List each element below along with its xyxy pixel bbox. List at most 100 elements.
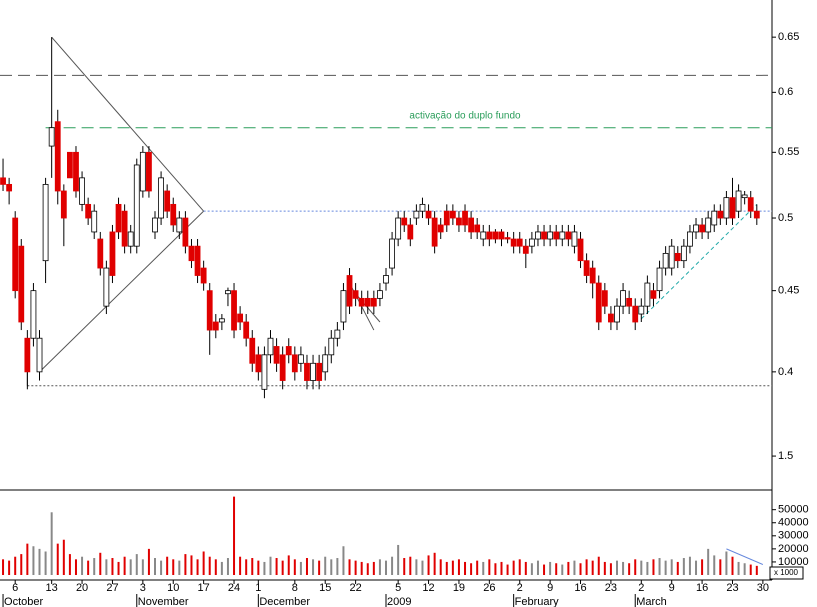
x-tick-label: 2 — [517, 582, 523, 594]
annotation-line — [640, 204, 758, 320]
candle-body — [693, 224, 699, 233]
candle-body — [717, 210, 724, 219]
candle-body — [79, 177, 85, 205]
candle-body — [6, 183, 13, 192]
x-tick-label: 26 — [483, 582, 495, 594]
candle-body — [601, 290, 608, 307]
candle-body — [650, 290, 657, 299]
month-label: March — [636, 596, 667, 607]
x-tick-label: 22 — [349, 582, 361, 594]
y-tick-label: 0.5 — [778, 212, 793, 224]
x-tick-label: 9 — [669, 582, 675, 594]
candle-body — [711, 210, 718, 226]
x-tick-label: 2 — [638, 582, 644, 594]
x-tick-label: 3 — [140, 582, 146, 594]
month-label: December — [259, 596, 310, 607]
candle-body — [42, 183, 49, 262]
candle-body — [528, 238, 535, 247]
candle-body — [115, 203, 122, 233]
candle-body — [747, 197, 754, 212]
candle-body — [589, 267, 596, 284]
x-tick-label: 9 — [547, 582, 553, 594]
candle-body — [85, 203, 92, 219]
candle-body — [468, 217, 475, 233]
candle-body — [547, 231, 554, 240]
annotation-line — [39, 210, 204, 373]
candle-body — [638, 305, 645, 315]
candle-body — [474, 224, 481, 233]
candle-body — [687, 231, 693, 247]
candle-body — [243, 321, 250, 339]
unit-box — [769, 566, 804, 580]
candle-body — [608, 313, 614, 323]
candle-body — [358, 297, 365, 307]
candle-body — [541, 231, 547, 240]
candle-body — [237, 313, 244, 323]
candle-body — [200, 267, 207, 284]
x-tick-label: 5 — [395, 582, 401, 594]
candle-body — [425, 210, 432, 219]
candle-body — [662, 252, 669, 269]
candle-body — [462, 210, 468, 226]
candle-body — [225, 290, 231, 295]
candle-body — [24, 337, 31, 373]
candle-body — [620, 290, 626, 307]
x-tick-label: 1 — [255, 582, 261, 594]
x-tick-label: 27 — [106, 582, 118, 594]
candle-body — [310, 362, 316, 381]
candle-body — [571, 231, 578, 247]
candle-body — [668, 245, 675, 269]
candle-body — [328, 337, 335, 356]
candle-body — [91, 210, 98, 233]
y-tick-label: 1.5 — [778, 450, 793, 462]
candle-body — [516, 238, 523, 247]
candle-body — [249, 337, 256, 364]
candle-body — [97, 238, 104, 269]
candle-body — [583, 260, 590, 276]
candle-body — [334, 329, 341, 339]
candle-body — [18, 245, 25, 323]
candle-body — [170, 203, 177, 226]
candle-body — [48, 127, 55, 147]
candle-body — [73, 151, 79, 192]
x-tick-label: 19 — [453, 582, 465, 594]
candle-body — [121, 210, 128, 247]
candle-body — [164, 190, 171, 212]
candle-body — [60, 190, 67, 219]
candle-body — [656, 267, 663, 292]
candle-body — [291, 354, 298, 373]
candle-body — [36, 337, 43, 373]
volume-y-tick-label: 40000 — [778, 517, 809, 529]
candle-body — [595, 282, 602, 323]
candle-body — [212, 321, 219, 331]
candle-body — [267, 337, 274, 356]
candle-body — [255, 354, 262, 373]
candle-body — [152, 217, 158, 233]
candle-body — [261, 354, 268, 390]
candle-body — [431, 217, 438, 247]
x-tick-label: 24 — [228, 582, 240, 594]
x-tick-label: 8 — [292, 582, 298, 594]
candle-body — [753, 210, 760, 219]
candle-body — [413, 210, 420, 219]
candle-body — [340, 290, 347, 323]
candle-body — [127, 231, 134, 247]
candle-body — [370, 297, 377, 307]
x-tick-label: 30 — [757, 582, 769, 594]
month-label: November — [138, 596, 189, 607]
candle-body — [218, 318, 225, 323]
candle-body — [407, 224, 414, 240]
candle-body — [674, 252, 681, 262]
candle-body — [133, 164, 140, 247]
y-tick-label: 0.45 — [778, 285, 799, 297]
candle-body — [443, 210, 450, 226]
candle-body — [352, 290, 359, 299]
candle-body — [0, 177, 6, 185]
candle-body — [680, 245, 687, 262]
annotation-line — [726, 548, 764, 566]
candle-body — [279, 354, 286, 381]
candle-body — [437, 224, 444, 233]
candle-body — [498, 231, 505, 240]
